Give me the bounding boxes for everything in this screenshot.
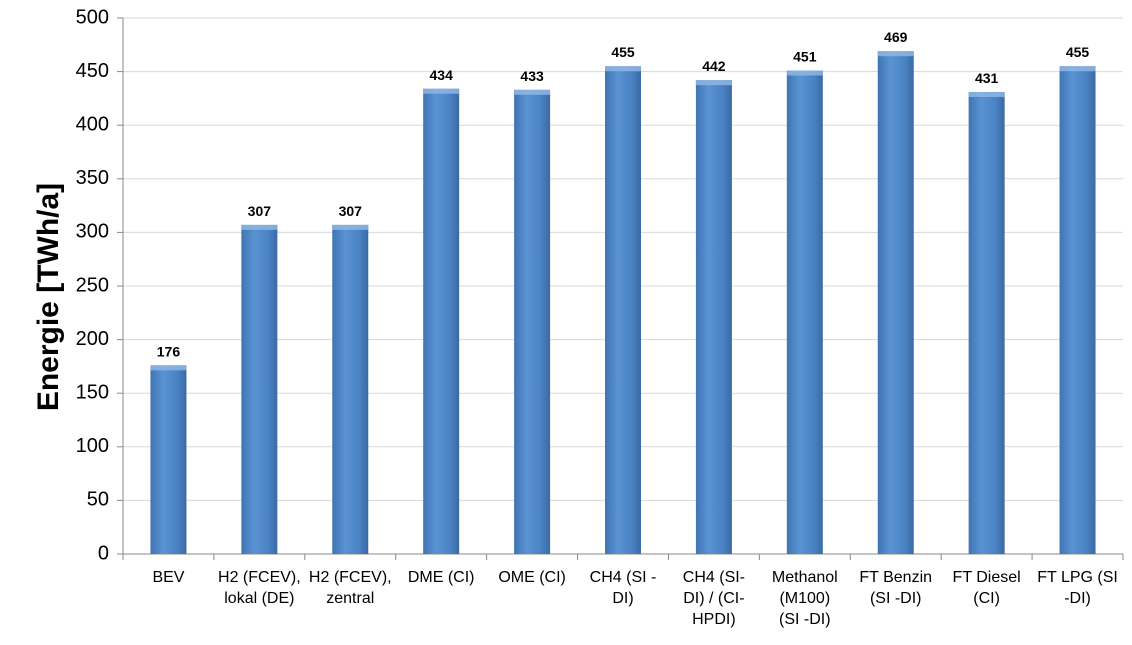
x-tick-label: CH4 (SI -	[590, 569, 657, 586]
bar	[514, 89, 551, 554]
x-tick-label: FT Diesel	[953, 569, 1021, 586]
x-tick-label: zentral	[326, 590, 374, 607]
bar-cap	[514, 89, 551, 95]
data-label: 431	[975, 70, 999, 86]
bars	[150, 51, 1096, 555]
x-tick-label: (SI -DI)	[870, 590, 922, 607]
x-tick-label: DI)	[612, 590, 633, 607]
bar	[241, 224, 278, 554]
data-label: 451	[793, 49, 817, 65]
x-tick-label: DI) / (CI-	[683, 590, 744, 607]
bar-cap	[150, 365, 187, 371]
y-tick-label: 150	[76, 381, 109, 403]
bar	[423, 88, 460, 554]
x-tick-label: (SI -DI)	[779, 611, 831, 628]
bar	[786, 70, 823, 554]
x-tick-label: (CI)	[973, 590, 1000, 607]
data-label: 176	[157, 343, 181, 359]
y-tick-label: 250	[76, 274, 109, 296]
y-tick-label: 0	[98, 542, 109, 564]
bar	[150, 365, 187, 554]
bar-cap	[786, 70, 823, 76]
bar	[877, 51, 914, 555]
data-label: 307	[339, 203, 363, 219]
bar-cap	[695, 80, 732, 86]
bar-cap	[968, 91, 1005, 97]
y-tick-label: 500	[76, 6, 109, 28]
bar-cap	[423, 88, 460, 94]
y-axis-title: Energie [TWh/a]	[32, 183, 65, 411]
x-tick-label: OME (CI)	[498, 569, 566, 586]
x-tick-label: H2 (FCEV),	[309, 569, 392, 586]
y-tick-label: 400	[76, 113, 109, 135]
x-tick-label: HPDI)	[692, 611, 736, 628]
data-label: 433	[520, 68, 544, 84]
data-label: 442	[702, 58, 726, 74]
data-label: 307	[248, 203, 272, 219]
bar	[1059, 66, 1096, 555]
x-tick-label: FT Benzin	[859, 569, 932, 586]
y-tick-label: 450	[76, 60, 109, 82]
bar	[605, 66, 641, 555]
bar-cap	[241, 224, 278, 230]
data-label: 434	[430, 67, 454, 83]
y-tick-label: 200	[76, 328, 109, 350]
x-tick-label: Methanol	[772, 569, 838, 586]
bar	[695, 80, 732, 555]
labels: 0 50 100 150 200 250 300 350 400 450 500 176 BEV 307 H…	[76, 6, 1118, 628]
x-tick-label: DME (CI)	[408, 569, 475, 586]
x-tick-label: (M100)	[779, 590, 830, 607]
bar-cap	[877, 51, 914, 57]
x-tick-label: BEV	[152, 569, 184, 586]
bar-cap	[605, 66, 641, 72]
x-tick-label: FT LPG (SI	[1037, 569, 1118, 586]
x-tick-label: -DI)	[1064, 590, 1091, 607]
bar	[968, 91, 1005, 554]
y-tick-label: 100	[76, 435, 109, 457]
bar-cap	[332, 224, 369, 230]
x-tick-label: lokal (DE)	[224, 590, 294, 607]
bar-cap	[1059, 66, 1096, 72]
data-label: 455	[1066, 44, 1090, 60]
data-label: 469	[884, 29, 908, 45]
bar	[332, 224, 369, 554]
y-tick-label: 350	[76, 167, 109, 189]
y-tick-label: 300	[76, 221, 109, 243]
x-tick-label: CH4 (SI-	[683, 569, 745, 586]
data-label: 455	[611, 44, 635, 60]
y-tick-label: 50	[87, 489, 109, 511]
x-tick-label: H2 (FCEV),	[218, 569, 301, 586]
